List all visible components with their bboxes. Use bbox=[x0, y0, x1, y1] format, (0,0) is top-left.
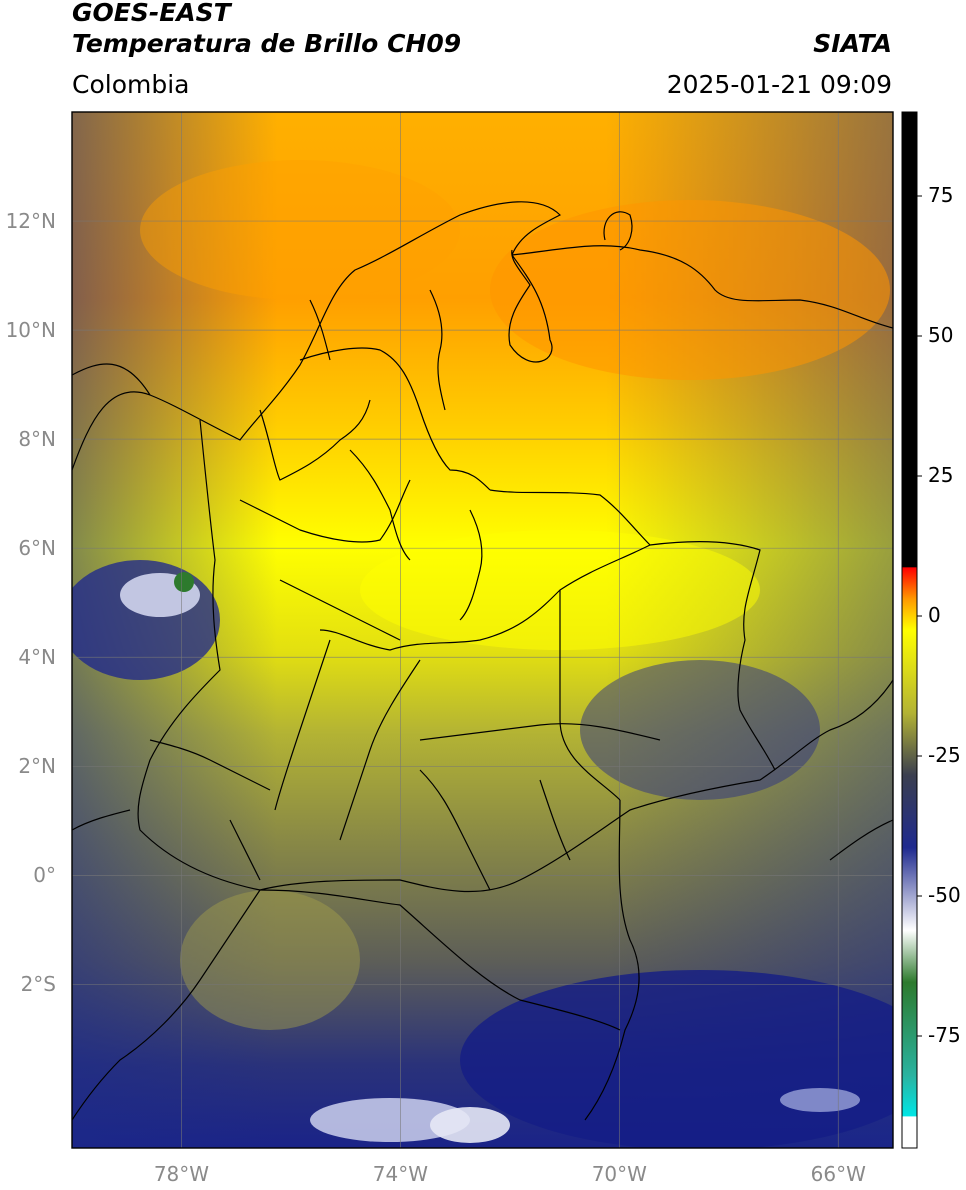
colorbar-ticks bbox=[917, 195, 922, 1037]
map-frame bbox=[71, 111, 894, 1149]
colorbar-tick-label: 50 bbox=[928, 323, 954, 347]
satellite-image bbox=[72, 112, 893, 1148]
lat-tick-label: 6°N bbox=[18, 536, 56, 561]
lat-tick-label: 2°N bbox=[18, 754, 56, 779]
satellite-title: GOES-EAST bbox=[72, 0, 231, 27]
region-label: Colombia bbox=[72, 70, 190, 99]
colorbar bbox=[901, 111, 922, 1149]
colorbar-tick-label: -25 bbox=[928, 743, 961, 767]
colorbar-ramp bbox=[901, 111, 918, 1149]
lon-tick-label: 66°W bbox=[810, 1162, 866, 1186]
lat-tick-label: 0° bbox=[33, 863, 56, 888]
agency-label: SIATA bbox=[813, 29, 892, 58]
boundaries bbox=[72, 201, 893, 1121]
lat-tick-label: 8°N bbox=[18, 427, 56, 452]
lat-tick-label: 4°N bbox=[18, 645, 56, 670]
lat-tick-label: 10°N bbox=[5, 318, 56, 343]
lat-tick-label: 2°S bbox=[20, 972, 56, 997]
lat-tick-label: 12°N bbox=[5, 209, 56, 234]
colorbar-tick-label: -50 bbox=[928, 883, 961, 907]
lon-tick-label: 70°W bbox=[591, 1162, 647, 1186]
product-title: Temperatura de Brillo CH09 bbox=[72, 29, 462, 58]
colorbar-tick-label: 25 bbox=[928, 463, 954, 487]
colorbar-tick-label: 75 bbox=[928, 183, 954, 207]
lon-tick-label: 74°W bbox=[372, 1162, 429, 1186]
colorbar-tick-label: 0 bbox=[928, 603, 941, 627]
lon-tick-label: 78°W bbox=[153, 1162, 210, 1186]
graticule bbox=[72, 112, 893, 1148]
colorbar-tick-label: -75 bbox=[928, 1023, 961, 1047]
datetime-label: 2025-01-21 09:09 bbox=[666, 70, 892, 99]
